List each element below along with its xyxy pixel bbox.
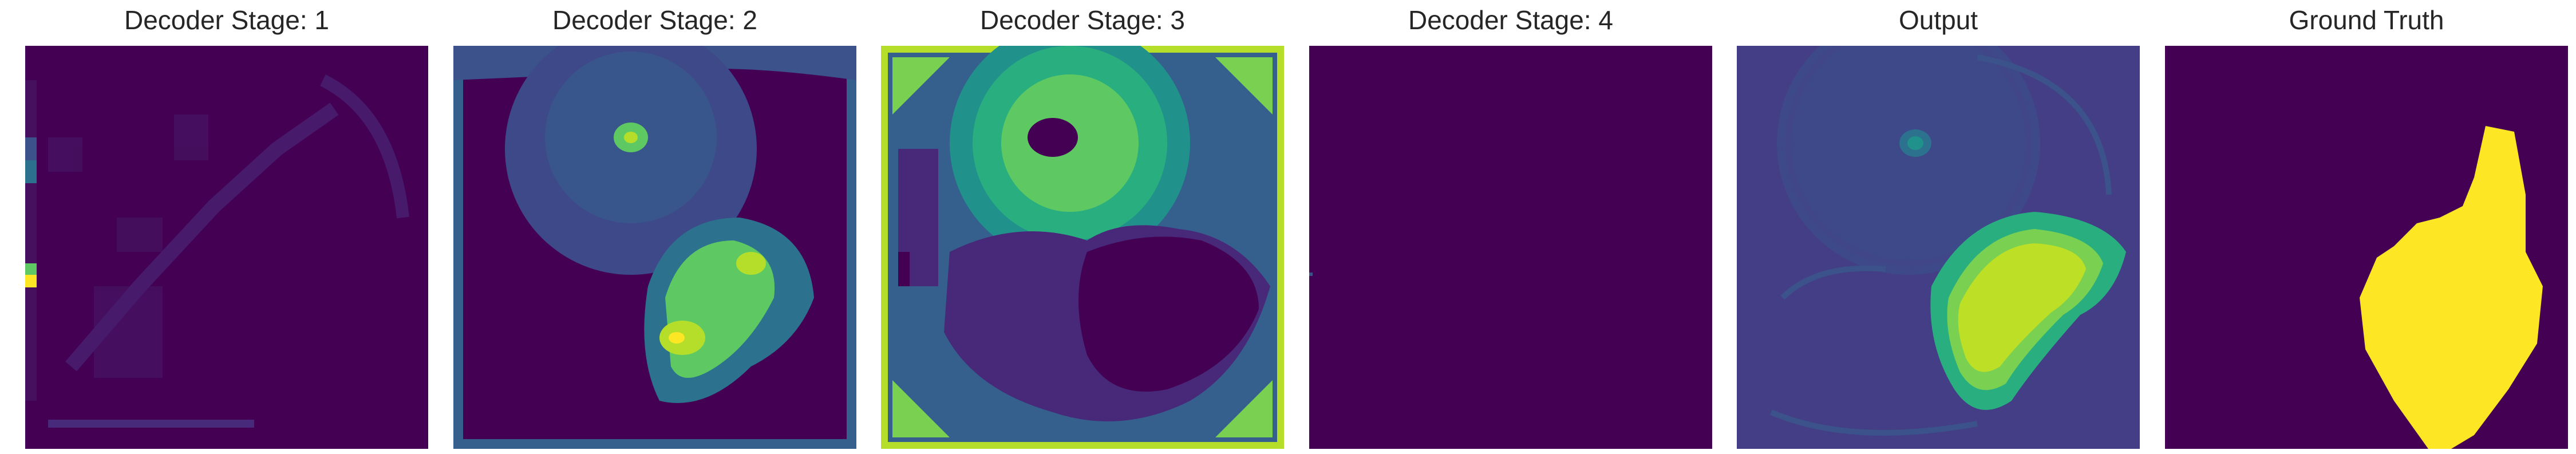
panel-decoder-stage-2: Decoder Stage: 2 xyxy=(453,0,856,454)
feature-map-image xyxy=(1309,46,1712,449)
panel-title: Decoder Stage: 3 xyxy=(979,5,1185,35)
panel-title: Decoder Stage: 4 xyxy=(1408,5,1613,35)
panel-ground-truth: Ground Truth xyxy=(2165,0,2568,454)
panel-title: Output xyxy=(1898,5,1978,35)
panel-decoder-stage-1: Decoder Stage: 1 xyxy=(25,0,428,454)
panel-decoder-stage-4: Decoder Stage: 4 xyxy=(1309,0,1712,454)
feature-map-image xyxy=(453,46,856,449)
panel-title: Decoder Stage: 1 xyxy=(124,5,329,35)
feature-map-image xyxy=(881,46,1284,449)
panel-title: Decoder Stage: 2 xyxy=(552,5,757,35)
panel-title: Ground Truth xyxy=(2289,5,2444,35)
output-image xyxy=(1737,46,2140,449)
feature-map-image xyxy=(25,46,428,449)
panel-output: Output xyxy=(1737,0,2140,454)
ground-truth-mask-image xyxy=(2165,46,2568,449)
panel-decoder-stage-3: Decoder Stage: 3 xyxy=(881,0,1284,454)
